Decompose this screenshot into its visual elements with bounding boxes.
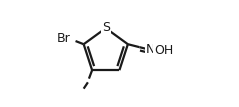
Text: Br: Br: [57, 32, 71, 45]
Text: OH: OH: [154, 44, 174, 57]
Text: S: S: [102, 21, 110, 34]
Text: N: N: [145, 43, 155, 56]
